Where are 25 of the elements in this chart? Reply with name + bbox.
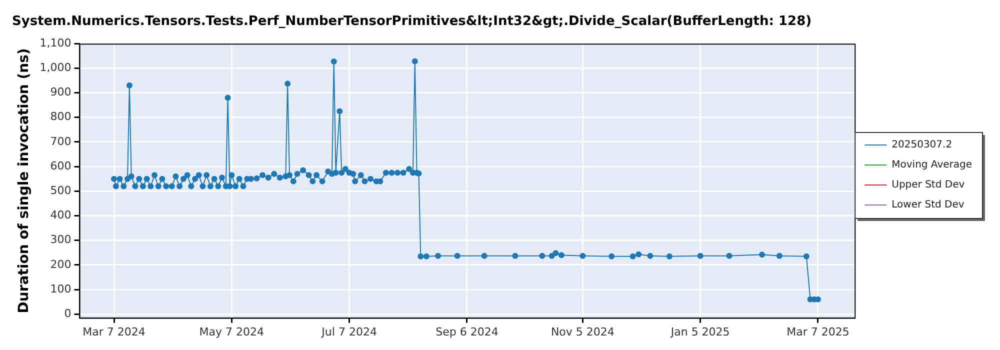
y-tick-label: 900 — [50, 86, 72, 99]
y-tick-label: 600 — [50, 159, 72, 172]
x-tick-label: May 7 2024 — [199, 325, 264, 338]
x-tick-label: Jul 7 2024 — [320, 325, 377, 338]
legend-label: Upper Std Dev — [892, 180, 965, 191]
legend-label: Lower Std Dev — [892, 200, 964, 211]
y-tick-label: 500 — [50, 184, 72, 198]
chart-title: System.Numerics.Tensors.Tests.Perf_NumberTensorPrimitives&lt;Int32&gt;.Divide_Scalar(BufferLength: 128) — [12, 14, 812, 30]
y-axis-title: Duration of single invocation (ns) — [16, 48, 32, 314]
y-tick-label: 300 — [50, 233, 72, 246]
y-tick-label: 700 — [50, 134, 72, 148]
y-tick-label: 400 — [50, 208, 72, 222]
x-tick-label: Nov 5 2024 — [550, 325, 614, 338]
x-tick-label: Mar 7 2025 — [786, 325, 850, 338]
x-tick-label: Mar 7 2024 — [82, 325, 146, 338]
y-tick-label: 0 — [64, 306, 72, 320]
x-tick-label: Jan 5 2025 — [670, 325, 730, 338]
legend-label: 20250307.2 — [892, 140, 952, 151]
y-tick-label: 1,000 — [40, 61, 72, 74]
y-tick-label: 100 — [50, 282, 72, 296]
x-tick-label: Sep 6 2024 — [436, 325, 498, 338]
y-tick-label: 200 — [50, 258, 72, 271]
legend-label: Moving Average — [892, 160, 972, 171]
y-tick-label: 800 — [50, 110, 72, 124]
y-tick-label: 1,100 — [40, 36, 72, 50]
